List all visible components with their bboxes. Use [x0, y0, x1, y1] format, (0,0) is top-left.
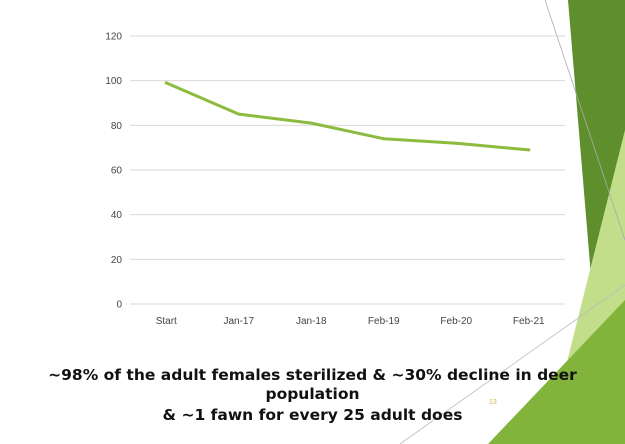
x-tick-label: Jan-18: [296, 316, 327, 327]
accent-mid-lower-wedge: [488, 300, 625, 444]
caption-line-1: ~98% of the adult females sterilized & ~…: [48, 366, 577, 403]
accent-thin-line-2: [399, 284, 625, 444]
y-tick-label: 20: [111, 255, 123, 266]
y-tick-label: 60: [111, 166, 123, 177]
data-point: [237, 112, 241, 116]
data-point: [309, 121, 313, 125]
x-tick-label: Start: [156, 316, 177, 327]
caption-line-2: & ~1 fawn for every 25 adult does: [162, 406, 463, 424]
x-tick-label: Feb-21: [513, 316, 545, 327]
x-tick-label: Jan-17: [223, 316, 254, 327]
chart-gridlines: [130, 35, 565, 305]
y-tick-label: 40: [111, 210, 123, 221]
x-tick-label: Feb-19: [368, 316, 400, 327]
series-line: [164, 81, 531, 152]
data-point: [382, 137, 386, 141]
accent-thin-line: [544, 0, 625, 241]
data-point: [527, 148, 531, 152]
y-axis-tick-labels: 0 20 40 60 80 100 120: [105, 32, 122, 311]
x-tick-label: Feb-20: [440, 316, 472, 327]
y-tick-label: 120: [105, 32, 122, 43]
y-tick-label: 80: [111, 121, 123, 132]
accent-light-wedge: [560, 130, 625, 390]
x-axis-tick-labels: Start Jan-17 Jan-18 Feb-19 Feb-20 Feb-21: [156, 316, 545, 327]
y-tick-label: 100: [105, 76, 122, 87]
data-point: [164, 81, 168, 85]
decorative-accent-shapes: [399, 0, 625, 444]
slide-number: 13: [489, 399, 497, 406]
chart-series: [164, 81, 531, 152]
y-tick-label: 0: [116, 300, 122, 311]
data-point: [454, 141, 458, 145]
